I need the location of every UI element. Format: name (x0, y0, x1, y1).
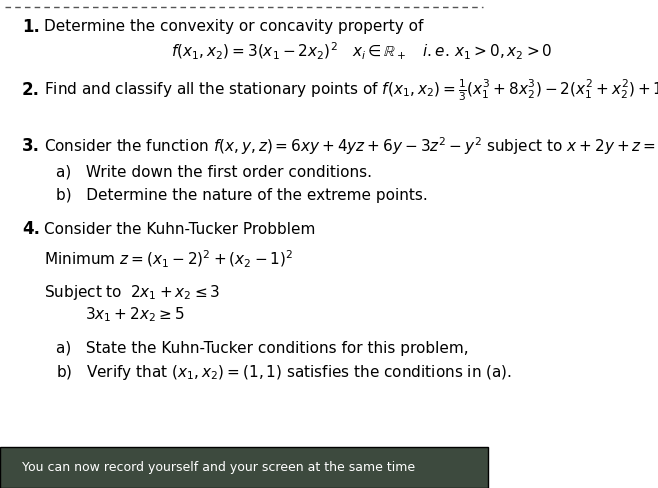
Text: $f(x_1, x_2) = 3(x_1 - 2x_2)^2 \quad x_i \in \mathbb{R}_+ \quad i.e.\, x_1 > 0, : $f(x_1, x_2) = 3(x_1 - 2x_2)^2 \quad x_i… (170, 41, 552, 62)
Text: 1.: 1. (22, 18, 40, 36)
Text: a)   State the Kuhn-Tucker conditions for this problem,: a) State the Kuhn-Tucker conditions for … (56, 342, 468, 356)
Text: Determine the convexity or concavity property of: Determine the convexity or concavity pro… (44, 20, 423, 34)
Text: $\text{Subject to }\; 2x_1 + x_2 \leq 3$: $\text{Subject to }\; 2x_1 + x_2 \leq 3$ (44, 284, 220, 302)
Text: You can now record yourself and your screen at the same time: You can now record yourself and your scr… (22, 461, 415, 474)
Text: a)   Write down the first order conditions.: a) Write down the first order conditions… (56, 164, 372, 179)
Text: Consider the Kuhn-Tucker Probblem: Consider the Kuhn-Tucker Probblem (44, 222, 315, 237)
Text: $\text{Minimum } z = (x_1 - 2)^2 + (x_2 - 1)^2$: $\text{Minimum } z = (x_1 - 2)^2 + (x_2 … (44, 249, 293, 270)
Text: 4.: 4. (22, 221, 40, 238)
Text: $\text{Find and classify all the stationary points of } f(x_1, x_2) = \frac{1}{3: $\text{Find and classify all the station… (44, 78, 658, 103)
Text: $\text{b)   Verify that } (x_1, x_2) = (1, 1) \text{ satisfies the conditions in: $\text{b) Verify that } (x_1, x_2) = (1,… (56, 363, 512, 382)
FancyBboxPatch shape (0, 447, 488, 488)
Text: 2.: 2. (22, 81, 40, 99)
Text: b)   Determine the nature of the extreme points.: b) Determine the nature of the extreme p… (56, 188, 428, 203)
Text: 3.: 3. (22, 138, 40, 155)
Text: $3x_1 + 2x_2 \geq 5$: $3x_1 + 2x_2 \geq 5$ (86, 305, 185, 324)
Text: $\text{Consider the function } f(x, y, z) = 6xy + 4yz + 6y - 3z^2 - y^2 \text{ s: $\text{Consider the function } f(x, y, z… (44, 136, 658, 157)
